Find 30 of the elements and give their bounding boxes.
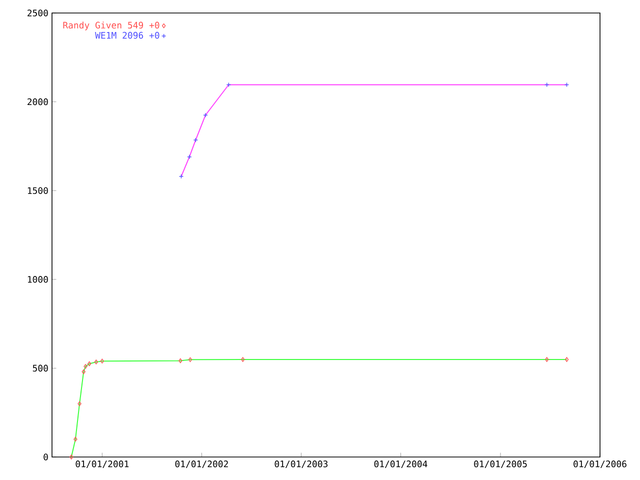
point: [84, 364, 88, 369]
legend-label: Randy Given 549 +0: [63, 22, 160, 30]
y-tick-label: 1500: [28, 187, 48, 194]
point: [100, 358, 104, 364]
point: [82, 369, 86, 374]
x-tick-label: 01/01/2004: [374, 460, 428, 468]
point: [70, 454, 74, 460]
x-tick-label: 01/01/2006: [574, 460, 626, 468]
x-tick-label: 01/01/2002: [175, 460, 228, 468]
y-tick-label: 500: [32, 364, 48, 372]
x-tick-label: 01/01/2001: [76, 460, 129, 468]
point: [74, 436, 78, 442]
legend-label: WE1M 2096 +0: [95, 32, 160, 39]
y-tick-label: 2500: [28, 10, 48, 16]
point: [193, 138, 198, 142]
point: [188, 357, 192, 362]
y-tick-label: 2000: [28, 98, 48, 106]
point: [203, 112, 208, 118]
x-tick-label: 01/01/2005: [474, 460, 527, 468]
point: [88, 361, 92, 366]
point: [545, 357, 549, 362]
point: [94, 360, 98, 364]
point: [187, 154, 192, 160]
x-tick-label: 01/01/2003: [274, 460, 328, 468]
y-tick-label: 0: [44, 454, 48, 460]
y-tick-label: 1000: [28, 276, 48, 283]
point: [78, 401, 82, 406]
point: [241, 357, 245, 362]
point: [564, 357, 569, 362]
point: [178, 358, 182, 364]
